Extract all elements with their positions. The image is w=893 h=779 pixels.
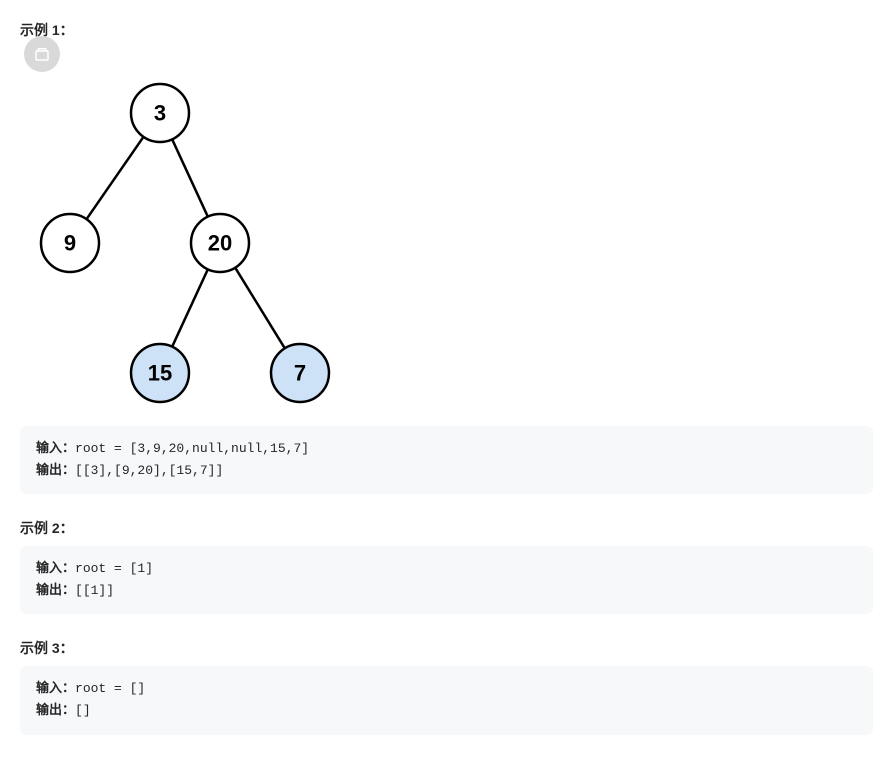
example-3-title: 示例 3： [20, 638, 873, 658]
tree-node-label: 7 [294, 361, 306, 386]
output-value: [[1]] [75, 583, 114, 598]
tree-node-label: 3 [154, 101, 166, 126]
tree-node-label: 9 [64, 231, 76, 256]
input-value: root = [] [75, 681, 145, 696]
input-label: 输入： [36, 681, 75, 696]
output-label: 输出： [36, 583, 75, 598]
example-2-title: 示例 2： [20, 518, 873, 538]
output-value: [[3],[9,20],[15,7]] [75, 463, 223, 478]
tree-node-label: 20 [208, 231, 232, 256]
example-1-title: 示例 1： [20, 20, 873, 40]
content: 示例 1： 3920157 输入：root = [3,9,20,null,nul… [0, 0, 893, 779]
layers-icon-button[interactable] [24, 36, 60, 72]
input-label: 输入： [36, 561, 75, 576]
example-1-code: 输入：root = [3,9,20,null,null,15,7] 输出：[[3… [20, 426, 873, 494]
example-2-code: 输入：root = [1] 输出：[[1]] [20, 546, 873, 614]
tree-edge [235, 268, 285, 349]
output-label: 输出： [36, 463, 75, 478]
layers-icon [33, 45, 51, 63]
tree-node-label: 15 [148, 361, 172, 386]
example-1-tree: 3 9 20 15 7 [20, 48, 340, 418]
output-label: 输出： [36, 703, 75, 718]
input-value: root = [1] [75, 561, 153, 576]
tree-edge [172, 139, 208, 216]
input-label: 输入： [36, 441, 75, 456]
output-value: [] [75, 703, 91, 718]
tree-edge [87, 137, 144, 219]
input-value: root = [3,9,20,null,null,15,7] [75, 441, 309, 456]
example-3-code: 输入：root = [] 输出：[] [20, 666, 873, 734]
tree-edge [172, 269, 208, 346]
